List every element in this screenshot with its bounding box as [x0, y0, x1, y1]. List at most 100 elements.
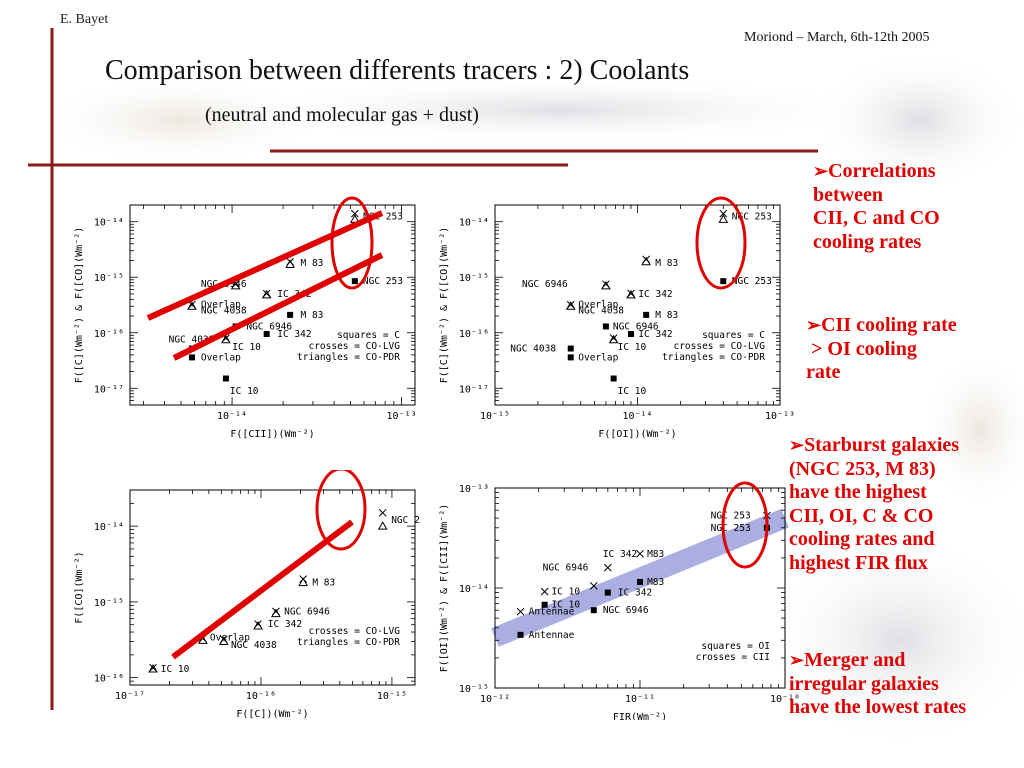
square-marker	[637, 578, 643, 585]
point-label: NGC 6946	[284, 606, 330, 617]
bullet-line: Starburst galaxies	[804, 434, 960, 456]
cross-stroke	[636, 549, 644, 558]
point-label: IC 10	[618, 342, 647, 353]
cross-marker	[719, 209, 728, 218]
bullet-line: cooling rates and	[789, 528, 935, 551]
square-marker	[643, 311, 650, 318]
triangle-marker	[641, 256, 652, 266]
triangle-marker	[601, 280, 611, 290]
square-marker	[610, 375, 617, 382]
cross-stroke	[719, 209, 728, 218]
x-tick-label: 10⁻¹⁵	[480, 411, 510, 422]
bullet-line: Correlations	[828, 160, 936, 182]
point-label: NGC 253	[363, 211, 403, 222]
highlight-line	[146, 210, 384, 321]
point-label: Overlap	[578, 352, 618, 363]
point-label: NGC 6946	[543, 563, 589, 574]
triangle-marker	[285, 259, 295, 268]
triangle-marker	[218, 636, 229, 646]
legend-entry: squares = OI	[701, 641, 770, 652]
point-label: NGC 253	[711, 523, 751, 534]
y-axis-label: F([CO](Wm⁻²)	[74, 551, 85, 623]
square-marker	[351, 278, 358, 285]
triangle-marker	[718, 214, 729, 223]
cross-marker	[603, 563, 612, 572]
cross-marker	[636, 549, 644, 558]
highlight-ellipse	[315, 470, 367, 551]
point-label: IC 342	[268, 619, 302, 630]
y-axis-label: F([C](Wm⁻²) & F([CO](Wm⁻²)	[74, 227, 85, 384]
chart-oi-cii-vs-fir: 10⁻¹² 10⁻¹¹ 10⁻¹⁰ 10⁻¹³ 10⁻¹⁴ 10⁻¹⁵ FIR(Wm⁻²) F…	[439, 481, 800, 720]
x-tick-label: 10⁻¹¹	[625, 694, 655, 705]
triangle-marker	[230, 280, 241, 290]
cross-marker	[378, 508, 387, 517]
chart-co-vs-c: 10⁻¹⁷ 10⁻¹⁶ 10⁻¹⁵ 10⁻¹⁴ 10⁻¹⁵ 10⁻¹⁶ F([C])(Wm⁻…	[74, 470, 420, 720]
square-marker	[188, 354, 195, 361]
bullet-correlations: ➢Correlations between CII, C and CO cool…	[813, 160, 940, 254]
point-label: NGC 4038	[510, 344, 556, 355]
triangle-marker	[148, 664, 158, 673]
triangle-marker	[298, 577, 309, 587]
point-label: NGC 4038	[169, 335, 215, 346]
square-marker	[287, 311, 294, 318]
point-label: IC 10	[232, 342, 261, 353]
slide-subtitle: (neutral and molecular gas + dust)	[205, 104, 479, 126]
point-label: Antennae	[529, 607, 575, 618]
triangle-marker	[626, 289, 636, 299]
triangle-marker	[271, 608, 281, 618]
cross-marker	[149, 663, 157, 672]
point-label: Antennae	[529, 630, 575, 641]
y-tick-label: 10⁻¹⁶	[459, 329, 489, 340]
point-label: IC 10	[161, 664, 190, 675]
triangle-marker	[253, 621, 263, 630]
arrow-bullet-icon: ➢	[813, 161, 829, 181]
cross-stroke	[589, 582, 598, 590]
triangle-marker	[608, 334, 619, 344]
cross-stroke	[516, 607, 525, 616]
x-axis-label: F([C])(Wm⁻²)	[236, 709, 308, 720]
cross-stroke	[603, 563, 612, 572]
square-marker	[567, 354, 574, 361]
point-label: IC 342	[277, 329, 311, 340]
triangle-marker	[187, 301, 197, 310]
point-label: IC 342	[618, 588, 652, 599]
y-axis-label: F([OI](Wm⁻²) & F([CII](Wm⁻²)	[439, 504, 450, 673]
legend-entry: crosses = CO-LVG	[673, 341, 765, 352]
bullet-line: between	[813, 183, 883, 206]
point-label: M 83	[312, 578, 335, 589]
triangle-marker	[565, 301, 576, 310]
point-label: IC 342	[638, 289, 672, 300]
cross-stroke	[378, 508, 387, 517]
point-label: Overlap	[201, 300, 241, 311]
correlation-band	[491, 508, 789, 647]
point-label: Overlap	[210, 632, 250, 643]
bullet-cii-vs-oi: ➢CII cooling rate > OI cooling rate	[806, 314, 957, 385]
square-marker	[541, 601, 548, 608]
highlight-ellipse	[721, 481, 769, 569]
point-label: NGC 6946	[613, 321, 659, 332]
y-tick-label: 10⁻¹⁵	[94, 273, 124, 284]
x-axis-label: F([CII])(Wm⁻²)	[230, 429, 314, 440]
point-label: NGC 4038	[231, 640, 277, 651]
point-label: Overlap	[578, 300, 618, 311]
point-label: IC 342	[603, 549, 637, 560]
arrow-bullet-icon: ➢	[806, 315, 822, 335]
bullet-line: have the highest	[789, 481, 927, 504]
x-tick-label: 10⁻¹⁴	[217, 411, 247, 422]
point-label: NGC 253	[363, 276, 403, 287]
bullet-line: CII, C and CO	[813, 207, 940, 230]
square-marker	[602, 323, 609, 330]
square-marker	[567, 345, 574, 352]
bullet-merger: ➢Merger and irregular galaxies have the …	[789, 649, 966, 720]
y-tick-label: 10⁻¹⁵	[94, 598, 124, 609]
highlight-line	[171, 519, 354, 660]
point-label: NGC 4038	[578, 306, 624, 317]
x-tick-label: 10⁻¹³	[765, 411, 795, 422]
chart-c-co-vs-oi: 10⁻¹⁵ 10⁻¹⁴ 10⁻¹³ 10⁻¹⁴ 10⁻¹⁵ 10⁻¹⁶ 10⁻¹⁷ F([OI…	[439, 196, 795, 440]
conference-info: Moriond – March, 6th-12th 2005	[744, 30, 930, 45]
author-name: E. Bayet	[60, 12, 109, 27]
bullet-line: cooling rates	[813, 230, 922, 253]
legend-entry: crosses = CII	[696, 652, 770, 663]
bullet-line: rate	[806, 361, 841, 384]
x-tick-label: 10⁻¹²	[480, 694, 510, 705]
